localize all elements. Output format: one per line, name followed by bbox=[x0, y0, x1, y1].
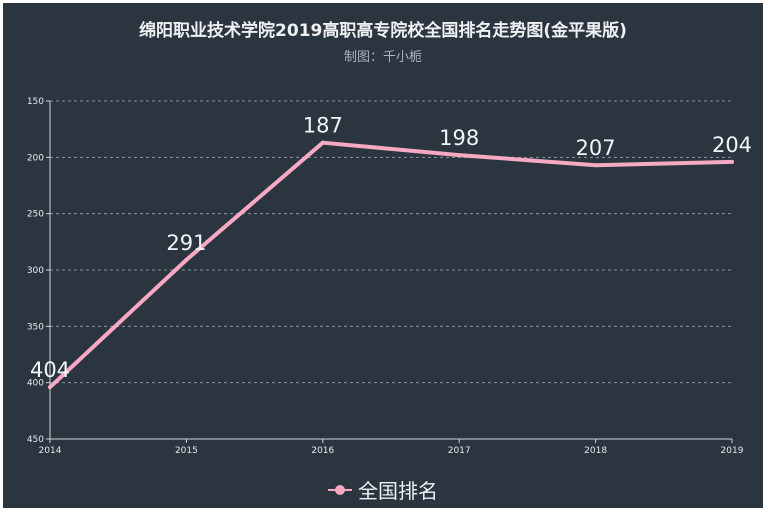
data-point bbox=[320, 140, 325, 145]
x-tick-label: 2016 bbox=[311, 446, 334, 456]
data-point bbox=[48, 385, 52, 390]
y-tick-labels: 150 200 250 300 350 400 450 bbox=[27, 97, 44, 445]
x-tick-label: 2015 bbox=[175, 446, 198, 456]
x-tick-labels: 2014 2015 2016 2017 2018 2019 bbox=[39, 446, 744, 456]
legend-label: 全国排名 bbox=[358, 479, 438, 503]
y-tick-label: 400 bbox=[27, 379, 44, 389]
chart-subtitle: 制图：千小栀 bbox=[343, 50, 422, 65]
data-labels: 404 291 187 198 207 204 bbox=[30, 114, 752, 382]
data-label: 187 bbox=[303, 114, 343, 138]
x-tick-label: 2017 bbox=[448, 446, 471, 456]
series-line bbox=[48, 140, 734, 390]
y-tick-label: 450 bbox=[27, 435, 44, 445]
series-group bbox=[48, 140, 734, 390]
data-label: 404 bbox=[30, 358, 70, 382]
y-tick-label: 150 bbox=[27, 97, 44, 107]
data-point bbox=[457, 153, 462, 158]
x-tick-label: 2018 bbox=[584, 446, 607, 456]
y-tick-label: 250 bbox=[27, 210, 44, 220]
data-label: 198 bbox=[439, 126, 479, 150]
data-label: 204 bbox=[712, 133, 752, 157]
data-point bbox=[593, 163, 598, 168]
legend-marker-icon bbox=[328, 483, 352, 497]
data-point bbox=[730, 159, 734, 164]
y-tick-label: 300 bbox=[27, 266, 44, 276]
grid-lines bbox=[50, 100, 732, 384]
data-label: 207 bbox=[576, 136, 616, 160]
x-tick-label: 2019 bbox=[721, 446, 744, 456]
y-tick-label: 200 bbox=[27, 153, 44, 163]
chart-frame: 绵阳职业技术学院2019高职高专院校全国排名走势图(金平果版) 制图：千小栀 1… bbox=[3, 3, 763, 508]
x-tick-label: 2014 bbox=[39, 446, 62, 456]
axes bbox=[46, 100, 733, 443]
legend[interactable]: 全国排名 bbox=[3, 475, 763, 504]
y-tick-label: 350 bbox=[27, 322, 44, 332]
chart-title: 绵阳职业技术学院2019高职高专院校全国排名走势图(金平果版) bbox=[139, 21, 627, 41]
data-label: 291 bbox=[166, 231, 206, 255]
data-point bbox=[184, 257, 189, 262]
